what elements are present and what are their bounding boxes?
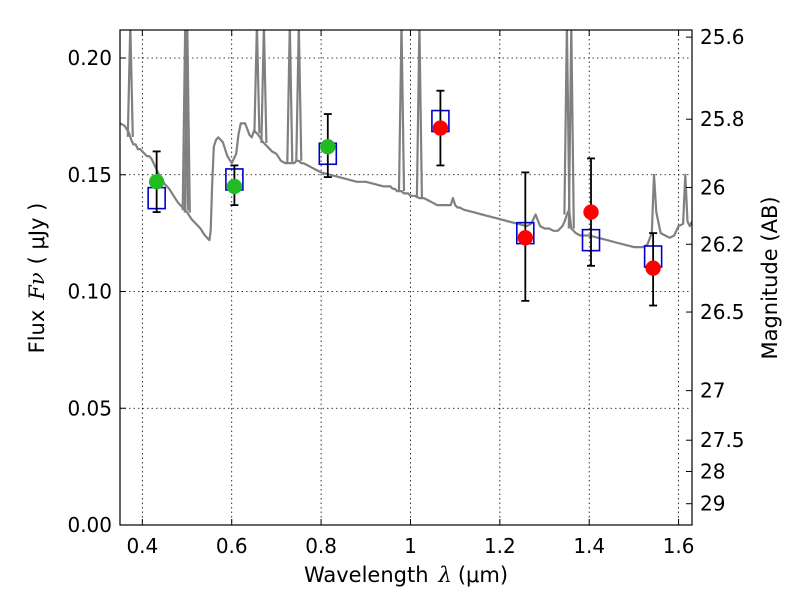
emission-line-spike [126, 30, 134, 137]
emission-line-spike [295, 30, 303, 161]
emission-line-spike [260, 30, 268, 144]
x-tick-label: 1.4 [573, 534, 605, 558]
y2-axis-label: Magnitude (AB) [758, 196, 782, 359]
x-tick-label: 0.6 [216, 534, 248, 558]
x-tick-label: 1.2 [484, 534, 516, 558]
y-tick-label: 0.20 [67, 46, 112, 70]
emission-line-spike [181, 30, 189, 211]
y-tick-label: 0.15 [67, 163, 112, 187]
x-tick-label: 1 [404, 534, 417, 558]
emission-line-spike [183, 30, 191, 213]
y2-tick-label: 26 [700, 175, 725, 199]
spectrum-line [120, 122, 692, 249]
spectrum-layer [120, 30, 692, 249]
emission-line-spike [563, 30, 571, 215]
y-tick-label: 0.10 [67, 280, 112, 304]
y-axis-label: FluxFν( μJy ) [25, 203, 49, 354]
y2-tick-label: 28 [700, 460, 725, 484]
observed-photometry-point [226, 178, 243, 195]
emission-line-spike [415, 30, 423, 199]
x-tick-labels: 0.4 0.6 0.8 1 1.2 1.4 1.6 [126, 534, 694, 558]
emission-line-spike [253, 30, 261, 134]
observed-photometry-point [645, 260, 661, 276]
y-tick-label: 0.05 [67, 396, 112, 420]
y2-tick-label: 27 [700, 379, 725, 403]
y-tick-labels: 0.00 0.05 0.10 0.15 0.20 [67, 46, 112, 537]
observed-photometry-point [148, 174, 165, 190]
observed-photometry-point [517, 230, 534, 246]
y2-tick-label: 25.6 [700, 25, 745, 49]
plot-frame [119, 29, 693, 526]
observed-photometry-point [320, 138, 336, 155]
y2-tick-label: 26.5 [700, 300, 745, 324]
x-tick-label: 0.8 [305, 534, 337, 558]
axis-ticks [120, 30, 692, 526]
y2-tick-label: 29 [700, 492, 725, 516]
x-tick-label: 0.4 [126, 534, 158, 558]
y2-tick-label: 26.2 [700, 232, 745, 256]
x-axis-label: Wavelength λ (μm) [304, 563, 508, 587]
y2-tick-label: 25.8 [700, 107, 745, 131]
photometry-layer [147, 89, 663, 307]
emission-line-spike [567, 30, 575, 229]
emission-line-spike [397, 30, 406, 192]
y2-tick-labels: 25.6 25.8 26 26.2 26.5 27 27.5 28 29 [700, 25, 745, 516]
observed-photometry-point [583, 204, 599, 220]
emission-line-spike [286, 30, 294, 164]
observed-photometry-point [432, 120, 449, 136]
y-tick-label: 0.00 [67, 513, 112, 537]
y2-tick-label: 27.5 [700, 428, 745, 452]
plot-area [120, 30, 692, 525]
x-tick-label: 1.6 [663, 534, 695, 558]
